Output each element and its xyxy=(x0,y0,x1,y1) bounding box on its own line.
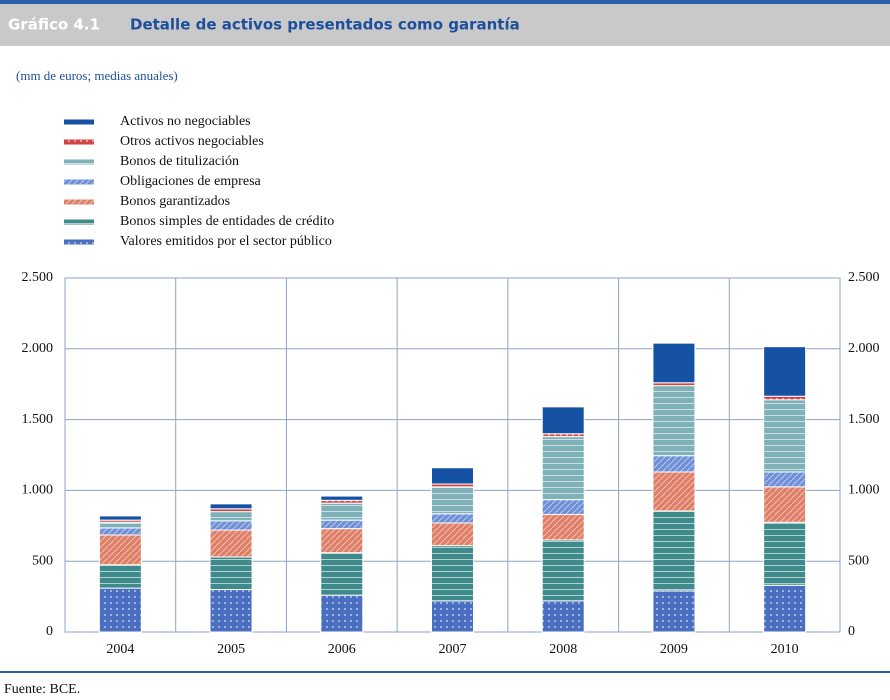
x-tick-label: 2004 xyxy=(106,642,134,657)
legend-label: Obligaciones de empresa xyxy=(120,174,262,189)
figure-label: Gráfico 4.1 xyxy=(8,16,100,34)
bar-segment xyxy=(320,495,364,501)
bar-segment xyxy=(763,486,807,523)
bar-segment xyxy=(209,556,253,591)
source: Fuente: BCE. xyxy=(4,682,80,697)
y-tick-label: 1.000 xyxy=(22,483,54,498)
bar-segment xyxy=(652,590,696,633)
bar-segment xyxy=(541,513,585,541)
bar-segment xyxy=(541,436,585,501)
y-tick-label: 1.500 xyxy=(22,412,54,427)
legend-label: Otros activos negociables xyxy=(120,134,264,149)
y-tick-label: 2.500 xyxy=(22,270,54,285)
header-rule xyxy=(0,0,890,4)
bar-segment xyxy=(763,584,807,633)
bar-segment xyxy=(98,534,142,566)
legend-label: Valores emitidos por el sector público xyxy=(120,234,332,249)
bar-segment xyxy=(431,545,474,602)
bar-segment xyxy=(652,471,696,512)
bar-segment xyxy=(431,467,474,485)
y2-tick-label: 2.500 xyxy=(848,270,880,285)
y-tick-label: 2.000 xyxy=(22,341,54,356)
bar-segment xyxy=(652,510,696,592)
legend-swatch xyxy=(64,199,94,205)
bar-segment xyxy=(320,502,364,521)
legend-label: Bonos de titulización xyxy=(120,154,239,169)
bar-segment xyxy=(209,511,253,522)
bar-segment xyxy=(763,399,807,473)
subtitle: (mm de euros; medias anuales) xyxy=(16,68,178,83)
x-tick-label: 2009 xyxy=(660,642,688,657)
x-tick-label: 2010 xyxy=(771,642,799,657)
bar-segment xyxy=(763,471,807,488)
bar-segment xyxy=(541,539,585,602)
y2-tick-label: 0 xyxy=(848,624,855,639)
bar-segment xyxy=(98,521,142,529)
y-tick-label: 500 xyxy=(32,553,53,568)
y-tick-label: 0 xyxy=(46,624,53,639)
legend-swatch xyxy=(64,119,94,125)
bar-segment xyxy=(541,406,585,435)
bar-segment xyxy=(431,522,474,547)
legend-swatch xyxy=(64,239,94,245)
legend-label: Bonos garantizados xyxy=(120,194,230,209)
y2-tick-label: 1.000 xyxy=(848,483,880,498)
bar-segment xyxy=(98,515,142,521)
bar-segment xyxy=(320,552,364,596)
chart-title: Detalle de activos presentados como gara… xyxy=(130,16,520,34)
bar-segment xyxy=(431,486,474,515)
bar-segment xyxy=(652,342,696,384)
bar-segment xyxy=(209,529,253,558)
bar-segment xyxy=(98,587,142,633)
bar-segment xyxy=(763,521,807,586)
bar-segment xyxy=(431,600,474,633)
bar-segment xyxy=(431,513,474,524)
bar-segment xyxy=(763,395,807,401)
bar-segment xyxy=(763,346,807,397)
bar-segment xyxy=(541,499,585,515)
bar-segment xyxy=(98,564,142,589)
bar-segment xyxy=(652,455,696,473)
legend-swatch xyxy=(64,219,94,225)
legend-label: Activos no negociables xyxy=(120,114,251,129)
y2-tick-label: 2.000 xyxy=(848,341,880,356)
bar-segment xyxy=(209,589,253,633)
legend-swatch xyxy=(64,179,94,185)
header-band xyxy=(0,0,890,46)
bar-segment xyxy=(320,594,364,633)
x-tick-label: 2007 xyxy=(439,642,467,657)
legend-swatch xyxy=(64,159,94,165)
bar-segment xyxy=(320,519,364,530)
y2-tick-label: 1.500 xyxy=(848,412,880,427)
bar-segment xyxy=(320,528,364,554)
legend-swatch xyxy=(64,139,94,145)
bar-segment xyxy=(98,527,142,536)
bar-segment xyxy=(209,520,253,531)
y2-tick-label: 500 xyxy=(848,553,869,568)
legend-label: Bonos simples de entidades de crédito xyxy=(120,214,334,229)
x-tick-label: 2008 xyxy=(549,642,577,657)
bar-segment xyxy=(541,600,585,633)
bar-segment xyxy=(209,503,253,510)
x-tick-label: 2005 xyxy=(217,642,245,657)
x-tick-label: 2006 xyxy=(328,642,356,657)
bar-segment xyxy=(652,385,696,457)
